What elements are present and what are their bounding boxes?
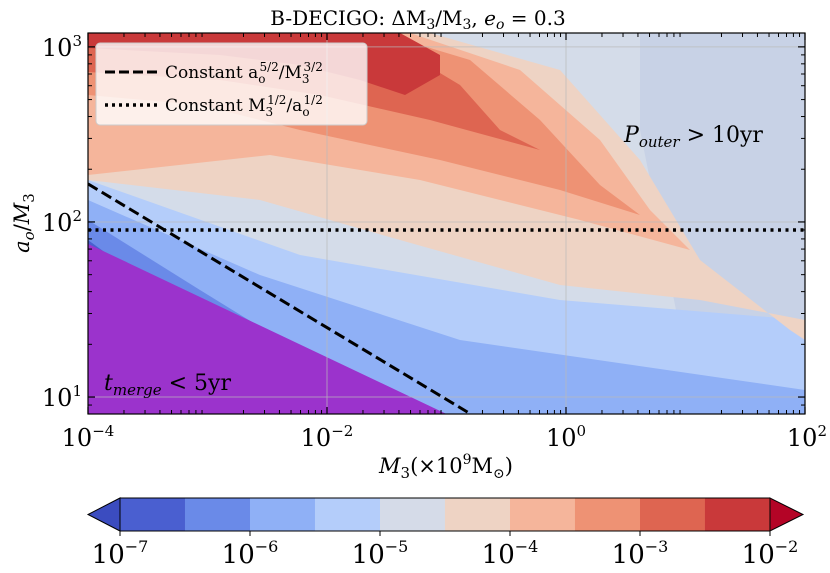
colorbar-swatch	[510, 498, 576, 531]
merge-region	[88, 243, 447, 414]
colorbar: 10−7 10−6 10−5 10−4 10−3 10−2	[86, 497, 805, 570]
colorbar-swatch	[314, 498, 381, 531]
colorbar-tick-label: 10−5	[352, 537, 409, 570]
plot-frame	[87, 32, 806, 415]
colorbar-swatch	[640, 498, 706, 531]
chart-title: B-DECIGO: ΔM3/M3, eo = 0.3	[270, 6, 565, 33]
colorbar-extend-high	[769, 497, 805, 532]
x-tick-label: 10−2	[301, 422, 354, 452]
colorbar-swatch	[120, 498, 186, 531]
x-axis-label: M3(×109M⊙)	[378, 452, 513, 482]
colorbar-tick-label: 10−2	[742, 537, 799, 570]
legend-label-dashed: Constant ao5/2/M33/2	[165, 60, 323, 86]
y-tick-label: 101	[42, 382, 82, 412]
legend-label-dotted: Constant M31/2/ao1/2	[165, 93, 323, 119]
x-tick-label: 100	[546, 422, 586, 452]
annotation-merge: tmerge < 5yr	[104, 371, 231, 399]
y-tick-label: 103	[42, 32, 82, 62]
colorbar-swatch	[704, 498, 771, 531]
colorbar-frame	[119, 497, 771, 532]
colorbar-tick-label: 10−3	[612, 537, 669, 570]
colorbar-tick-label: 10−6	[222, 537, 279, 570]
y-tick-label: 102	[42, 207, 82, 237]
y-axis-label: ao/M3	[10, 193, 38, 253]
colorbar-tick-label: 10−7	[92, 537, 149, 570]
x-tick-label: 102	[787, 422, 827, 452]
annotation-outer-period: Pouter > 10yr	[623, 123, 763, 151]
colorbar-swatch	[184, 498, 251, 531]
colorbar-swatch	[380, 498, 446, 531]
legend: Constant ao5/2/M33/2 Constant M31/2/ao1/…	[95, 42, 368, 126]
colorbar-swatch	[574, 498, 641, 531]
colorbar-extend-low	[86, 497, 121, 532]
reference-lines	[88, 182, 805, 414]
colorbar-swatch	[250, 498, 316, 531]
y-axis-ticks: 101 102 103	[42, 32, 805, 415]
legend-box	[95, 42, 368, 126]
x-tick-label: 10−4	[62, 422, 115, 452]
colorbar-tick-label: 10−4	[482, 537, 539, 570]
x-axis-ticks: 10−4 10−2 100 102	[62, 33, 827, 452]
colorbar-swatch	[444, 498, 511, 531]
line-dashed	[88, 182, 469, 414]
